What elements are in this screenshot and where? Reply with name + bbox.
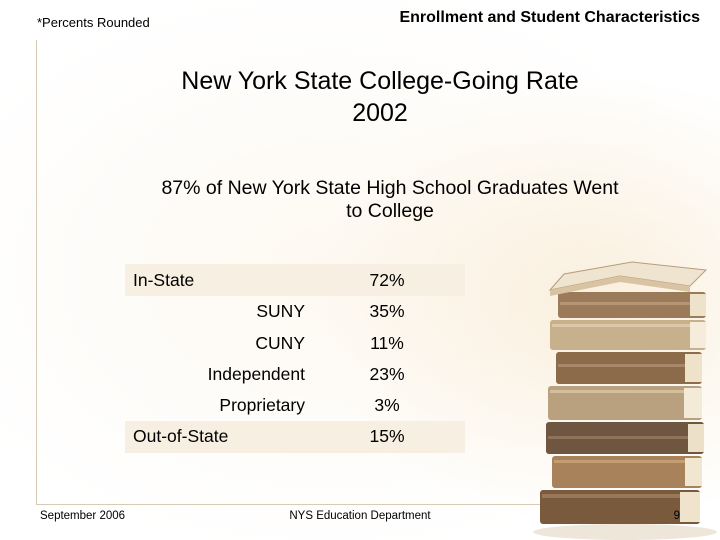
table-row-value-proprietary: 3% <box>374 395 400 415</box>
slide-subtitle-line1: 87% of New York State High School Gradua… <box>161 177 619 199</box>
table-row-label-out-of-state: Out-of-State <box>133 426 229 446</box>
page-number: 9 <box>673 510 680 522</box>
out-of-state-row-band <box>125 421 465 453</box>
slide-subtitle-line2: to College <box>346 200 434 222</box>
slide-title-line1: New York State College-Going Rate <box>181 67 579 95</box>
table-row-label-in-state: In-State <box>133 270 195 290</box>
frame-line-bottom <box>36 504 686 505</box>
section-title: Enrollment and Student Characteristics <box>399 9 700 26</box>
table-row-value-independent: 23% <box>369 364 405 384</box>
table-row-label-suny: SUNY <box>256 301 305 321</box>
slide-subtitle: 87% of New York State High School Gradua… <box>90 177 690 223</box>
percents-rounded-note: *Percents Rounded <box>37 15 150 30</box>
table-row-label-independent: Independent <box>207 364 305 384</box>
table-row-value-in-state: 72% <box>369 270 405 290</box>
footer-date: September 2006 <box>40 510 126 522</box>
table-row-value-out-of-state: 15% <box>369 426 405 446</box>
slide-title-line2: 2002 <box>352 99 408 127</box>
in-state-row-band <box>125 264 465 296</box>
frame-line-left <box>36 40 37 504</box>
table-row-value-cuny: 11% <box>370 333 404 353</box>
stack-of-books-image <box>533 261 717 540</box>
table-row-label-proprietary: Proprietary <box>219 395 305 415</box>
table-row-value-suny: 35% <box>369 301 405 321</box>
table-row-label-cuny: CUNY <box>255 333 305 353</box>
footer-organization: NYS Education Department <box>289 510 431 522</box>
slide-title: New York State College-Going Rate 2002 <box>120 65 640 129</box>
